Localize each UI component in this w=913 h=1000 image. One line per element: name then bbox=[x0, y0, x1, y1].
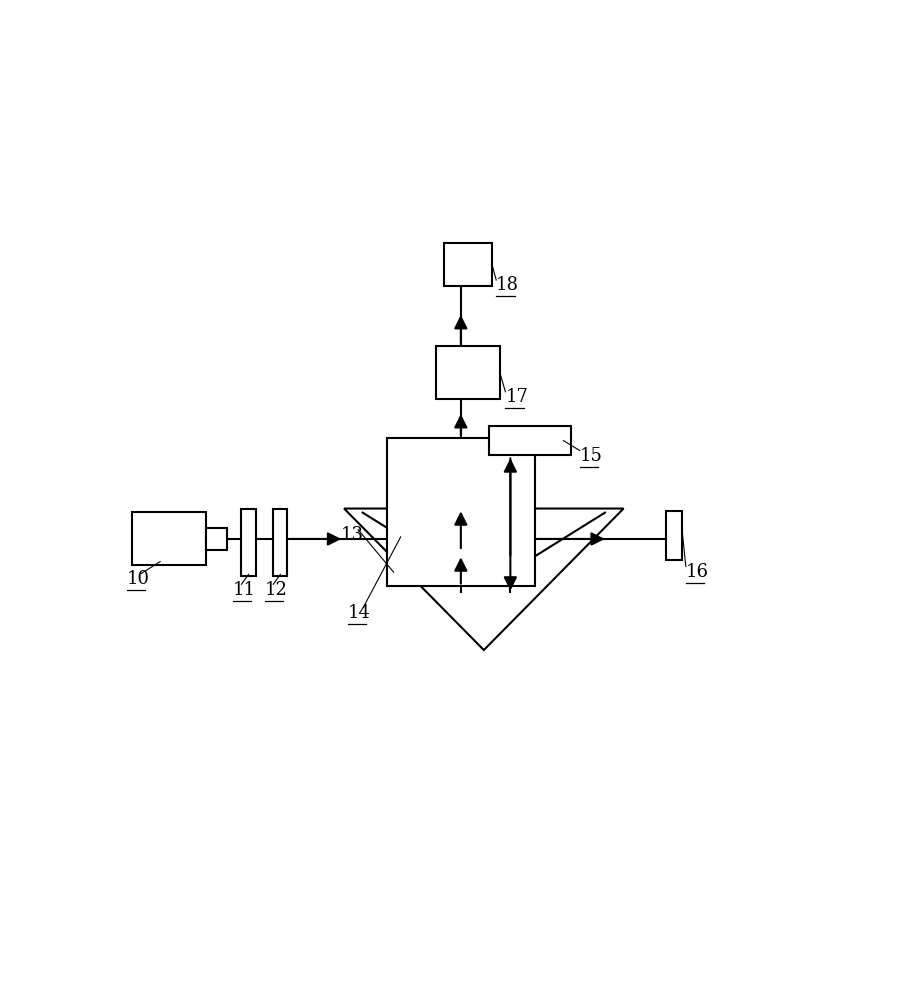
Text: 12: 12 bbox=[265, 581, 288, 599]
Text: 10: 10 bbox=[127, 570, 150, 588]
Bar bbox=[206, 528, 227, 550]
Bar bbox=[273, 509, 288, 576]
Bar bbox=[436, 346, 499, 399]
Bar bbox=[489, 426, 571, 455]
Bar bbox=[386, 438, 535, 586]
Text: 18: 18 bbox=[497, 276, 519, 294]
Polygon shape bbox=[344, 509, 624, 650]
Text: 15: 15 bbox=[580, 447, 603, 465]
Text: 13: 13 bbox=[341, 526, 363, 544]
Text: 14: 14 bbox=[348, 604, 371, 622]
Bar bbox=[131, 512, 206, 565]
Bar bbox=[241, 509, 256, 576]
Text: 11: 11 bbox=[233, 581, 256, 599]
Bar bbox=[444, 243, 492, 286]
Bar bbox=[666, 511, 682, 560]
Text: 16: 16 bbox=[686, 563, 708, 581]
Text: 17: 17 bbox=[506, 388, 529, 406]
